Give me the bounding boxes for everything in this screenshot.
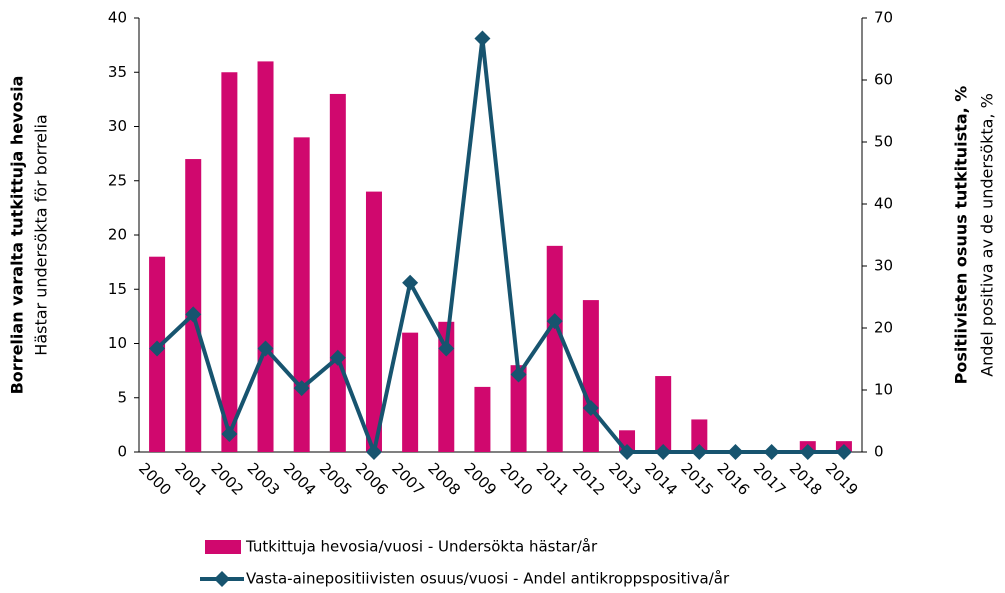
- marker: [365, 444, 382, 460]
- y2-axis-subtitle: Andel positiva av de undersökta, %: [978, 93, 997, 377]
- x-tick-label: 2013: [605, 459, 645, 499]
- bar: [293, 137, 310, 452]
- x-tick-label: 2000: [135, 459, 175, 499]
- marker: [149, 340, 166, 357]
- marker: [655, 444, 672, 460]
- bar: [329, 93, 346, 452]
- y-axis-subtitle: Hästar undersökta för borrelia: [32, 114, 51, 355]
- legend-swatch: [205, 540, 241, 554]
- x-tick-label: 2019: [822, 459, 862, 499]
- y-tick-label: 35: [108, 63, 127, 81]
- x-tick-label: 2005: [316, 459, 356, 499]
- bar: [438, 321, 455, 452]
- y-tick-label: 15: [108, 280, 127, 298]
- marker: [835, 444, 852, 460]
- marker: [727, 444, 744, 460]
- y2-tick-label: 30: [874, 257, 893, 275]
- y2-tick-label: 60: [874, 71, 893, 89]
- bar: [582, 300, 599, 452]
- y2-tick-label: 10: [874, 381, 893, 399]
- y-tick-label: 10: [108, 334, 127, 352]
- y2-tick-label: 70: [874, 9, 893, 27]
- x-tick-label: 2007: [388, 459, 428, 499]
- y-tick-label: 30: [108, 117, 127, 135]
- marker: [582, 399, 599, 416]
- bar: [185, 159, 202, 453]
- x-tick-label: 2001: [171, 459, 211, 499]
- marker: [257, 340, 274, 357]
- marker: [293, 380, 310, 397]
- bar: [474, 386, 491, 452]
- marker: [185, 306, 202, 323]
- marker: [402, 274, 419, 291]
- marker: [329, 349, 346, 366]
- y2-tick-label: 20: [874, 319, 893, 337]
- marker: [474, 30, 491, 47]
- bar: [510, 365, 527, 452]
- bar: [221, 72, 238, 452]
- y2-tick-label: 50: [874, 133, 893, 151]
- x-tick-label: 2015: [677, 459, 717, 499]
- x-tick-label: 2017: [750, 459, 790, 499]
- y-tick-label: 5: [117, 388, 127, 406]
- y-axis-title: Borrelian varalta tutkittuja hevosia: [8, 76, 27, 395]
- marker: [691, 444, 708, 460]
- y2-tick-label: 0: [874, 443, 884, 461]
- x-tick-label: 2004: [280, 459, 320, 499]
- x-tick-label: 2018: [786, 459, 826, 499]
- x-tick-label: 2010: [497, 459, 537, 499]
- bar: [691, 419, 708, 452]
- marker: [763, 444, 780, 460]
- x-tick-label: 2014: [641, 459, 681, 499]
- x-tick-label: 2008: [424, 459, 464, 499]
- marker: [799, 444, 816, 460]
- y-tick-label: 25: [108, 171, 127, 189]
- x-tick-label: 2003: [244, 459, 284, 499]
- marker: [221, 426, 238, 443]
- legend-label: Vasta-ainepositiivisten osuus/vuosi - An…: [246, 570, 730, 588]
- bar: [402, 332, 419, 452]
- bar: [546, 245, 563, 452]
- y2-axis-title: Positiivisten osuus tutkituista, %: [952, 86, 971, 385]
- y-tick-label: 40: [108, 9, 127, 27]
- marker: [510, 366, 527, 383]
- bar: [655, 376, 672, 452]
- x-tick-label: 2012: [569, 459, 609, 499]
- x-tick-label: 2002: [207, 459, 247, 499]
- y-tick-label: 0: [117, 443, 127, 461]
- x-tick-label: 2009: [460, 459, 500, 499]
- bar: [257, 61, 274, 453]
- x-tick-label: 2006: [352, 459, 392, 499]
- y-tick-label: 20: [108, 226, 127, 244]
- x-tick-label: 2011: [533, 459, 573, 499]
- marker: [546, 313, 563, 330]
- legend-swatch: [214, 571, 230, 587]
- bar: [365, 191, 382, 452]
- marker: [438, 340, 455, 357]
- marker: [619, 444, 636, 460]
- x-tick-label: 2016: [713, 459, 753, 499]
- legend-label: Tutkittuja hevosia/vuosi - Undersökta hä…: [245, 538, 598, 556]
- y2-tick-label: 40: [874, 195, 893, 213]
